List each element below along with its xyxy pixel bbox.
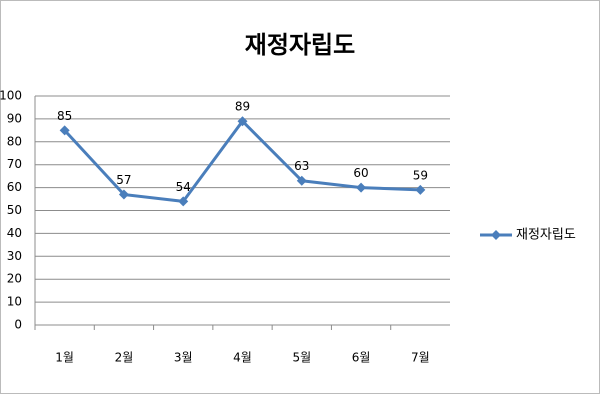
x-tick-label: 1월: [55, 351, 74, 365]
legend-label: 재정자립도: [516, 228, 576, 243]
data-label: 57: [116, 173, 131, 187]
y-tick-label: 30: [7, 249, 22, 263]
chart-title: 재정자립도: [245, 31, 355, 59]
y-tick-label: 80: [7, 134, 22, 148]
data-label: 59: [413, 168, 428, 182]
marker: [296, 175, 307, 186]
y-tick-label: 20: [7, 272, 22, 286]
x-tick-label: 4월: [233, 351, 252, 365]
x-tick-label: 7월: [411, 351, 430, 365]
x-tick-label: 6월: [352, 351, 371, 365]
data-label: 89: [235, 100, 250, 114]
y-tick-label: 70: [7, 157, 22, 171]
x-tick-label: 2월: [115, 351, 134, 365]
y-tick-label: 0: [14, 318, 22, 332]
marker: [415, 184, 426, 195]
data-label: 54: [176, 180, 191, 194]
y-tick-label: 90: [7, 111, 22, 125]
marker: [59, 125, 70, 136]
x-tick-label: 5월: [292, 351, 311, 365]
data-label: 60: [353, 166, 368, 180]
data-label: 85: [57, 109, 72, 123]
y-tick-label: 100: [0, 89, 22, 103]
x-tick-label: 3월: [174, 351, 193, 365]
legend-marker: [491, 230, 501, 240]
marker: [356, 182, 367, 193]
marker: [237, 116, 248, 127]
y-tick-label: 10: [7, 295, 22, 309]
marker: [118, 189, 129, 200]
y-tick-label: 40: [7, 226, 22, 240]
data-label: 63: [294, 159, 309, 173]
y-tick-label: 60: [7, 180, 22, 194]
y-tick-label: 50: [7, 203, 22, 217]
marker: [178, 196, 189, 207]
